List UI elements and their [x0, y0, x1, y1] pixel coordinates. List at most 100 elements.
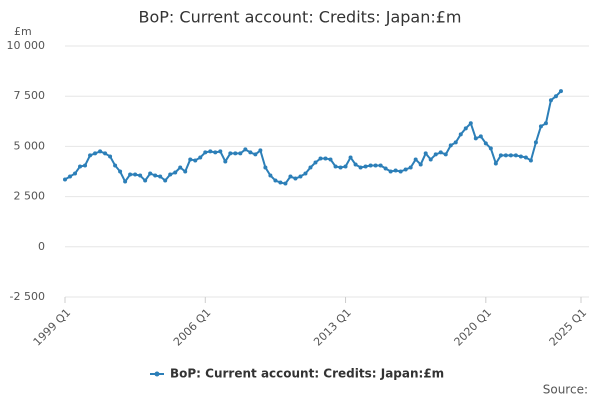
point	[368, 163, 373, 168]
point	[123, 179, 128, 184]
point	[183, 169, 188, 174]
point	[373, 163, 378, 168]
x-tick-label: 2025 Q1	[547, 306, 590, 349]
point	[263, 165, 268, 170]
series-line	[64, 90, 562, 185]
point	[448, 143, 453, 148]
point	[493, 161, 498, 166]
point	[133, 172, 138, 177]
point	[343, 164, 348, 169]
point	[508, 153, 513, 158]
point	[463, 126, 468, 131]
point	[533, 140, 538, 145]
point	[403, 167, 408, 172]
legend-marker	[154, 371, 160, 377]
point	[473, 136, 478, 141]
point	[328, 157, 333, 162]
point	[73, 171, 78, 176]
y-tick-label: 10 000	[7, 39, 46, 52]
point	[353, 162, 358, 167]
point	[418, 162, 423, 167]
point	[558, 89, 563, 94]
point	[63, 177, 67, 182]
point	[383, 166, 388, 171]
point	[243, 147, 248, 152]
point	[543, 121, 548, 126]
point	[168, 172, 173, 177]
point	[248, 150, 253, 155]
point	[138, 173, 143, 178]
point	[258, 148, 263, 153]
point	[338, 165, 343, 170]
point	[223, 159, 228, 164]
y-tick-label: 0	[38, 240, 45, 253]
point	[318, 156, 323, 161]
point	[498, 153, 503, 158]
point	[553, 94, 558, 99]
point	[478, 134, 483, 139]
point	[308, 165, 313, 170]
point	[363, 164, 368, 169]
x-tick-label: 1999 Q1	[31, 306, 74, 349]
point	[523, 155, 528, 160]
point	[288, 174, 293, 179]
point	[513, 153, 518, 158]
chart-title: BoP: Current account: Credits: Japan:£m	[139, 8, 462, 27]
y-tick-label: 7 500	[14, 89, 46, 102]
y-tick-label: -2 500	[10, 290, 45, 303]
point	[393, 168, 398, 173]
point	[488, 146, 493, 151]
point	[518, 154, 523, 159]
point	[113, 163, 118, 168]
point	[118, 169, 123, 174]
point	[333, 164, 338, 169]
point	[303, 171, 308, 176]
point	[348, 155, 353, 160]
point	[433, 152, 438, 157]
point	[148, 171, 153, 176]
x-tick-label: 2020 Q1	[452, 306, 495, 349]
point	[538, 124, 543, 129]
point	[213, 150, 218, 155]
point	[483, 141, 488, 146]
point	[323, 156, 328, 161]
point	[313, 160, 318, 165]
point	[163, 178, 168, 183]
point	[453, 140, 458, 145]
point	[228, 151, 233, 156]
point	[103, 151, 108, 156]
point	[108, 154, 113, 159]
point	[153, 173, 158, 178]
point	[208, 149, 213, 154]
point	[193, 158, 198, 163]
y-tick-label: 5 000	[14, 139, 46, 152]
point	[273, 178, 278, 183]
point	[203, 150, 208, 155]
point	[78, 164, 83, 169]
point	[173, 170, 178, 175]
point	[468, 121, 473, 126]
point	[408, 165, 413, 170]
point	[293, 176, 298, 181]
point	[358, 165, 363, 170]
point	[438, 150, 443, 155]
point	[298, 174, 303, 179]
point	[378, 163, 383, 168]
point	[88, 153, 93, 158]
point	[548, 98, 553, 103]
point	[423, 151, 428, 156]
point	[278, 180, 283, 185]
y-unit: £m	[14, 25, 32, 38]
x-tick-label: 2006 Q1	[171, 306, 214, 349]
point	[128, 172, 133, 177]
point	[388, 169, 393, 174]
point	[188, 157, 193, 162]
point	[428, 157, 433, 162]
point	[68, 174, 73, 179]
point	[98, 149, 103, 154]
point	[503, 153, 508, 158]
point	[268, 173, 273, 178]
point	[238, 151, 243, 156]
point	[178, 165, 183, 170]
